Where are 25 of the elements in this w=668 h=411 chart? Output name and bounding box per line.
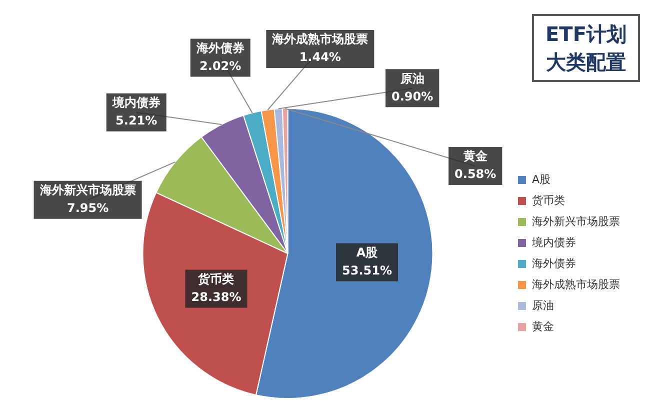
slice-label: 海外债券 xyxy=(195,40,246,55)
slice-label: 海外新兴市场股票 xyxy=(38,183,136,198)
data-label: 5.21% xyxy=(116,113,158,128)
data-label: 53.51% xyxy=(342,263,392,278)
data-label: 0.58% xyxy=(454,167,496,182)
data-label: 7.95% xyxy=(66,201,109,216)
legend-label: A股 xyxy=(532,172,551,186)
legend-label: 原油 xyxy=(532,298,554,312)
slice-label: 黄金 xyxy=(462,149,488,164)
legend-label: 海外成熟市场股票 xyxy=(532,278,620,291)
legend-label: 海外债券 xyxy=(532,256,576,270)
slice-label: A股 xyxy=(356,245,379,260)
legend-label: 货币类 xyxy=(532,194,565,207)
chart-title: ETF计划大类配置 xyxy=(544,21,628,76)
legend-label: 海外新兴市场股票 xyxy=(532,214,620,228)
data-label: 1.44% xyxy=(299,50,341,64)
slice-label: 原油 xyxy=(399,71,424,86)
data-label: 28.38% xyxy=(191,290,242,304)
slice-label: 境内债券 xyxy=(111,95,162,110)
legend-label: 境内债券 xyxy=(531,236,576,249)
legend-label: 黄金 xyxy=(532,320,554,333)
data-label: 0.90% xyxy=(392,89,434,104)
data-label: 2.02% xyxy=(200,58,242,73)
slice-label: 海外成熟市场股票 xyxy=(271,32,368,46)
slice-label: 货币类 xyxy=(197,272,234,286)
